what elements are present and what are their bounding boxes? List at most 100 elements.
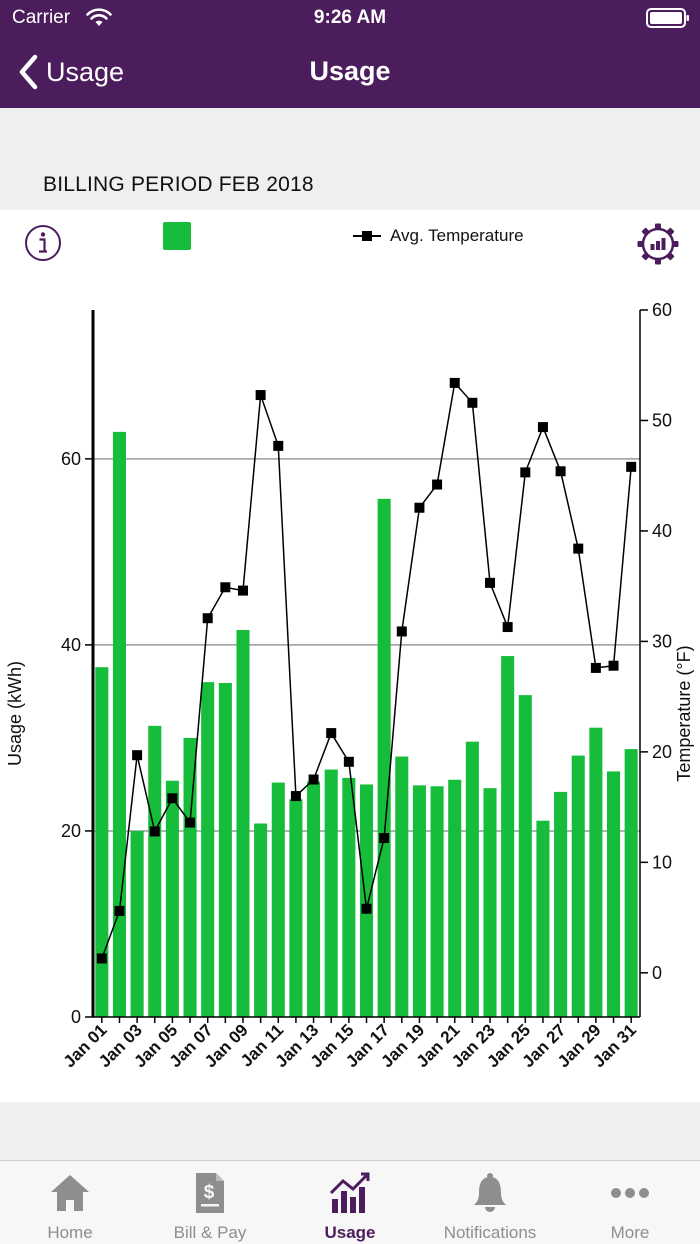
temperature-point [520, 467, 531, 478]
usage-bar [236, 630, 250, 1017]
usage-bar [571, 755, 585, 1017]
usage-bar [554, 791, 568, 1017]
legend-temperature-marker [353, 231, 381, 241]
usage-bar [342, 777, 356, 1017]
usage-bar [271, 782, 285, 1017]
temperature-point [290, 791, 301, 802]
temperature-point [414, 502, 425, 513]
y2-axis-title: Temperature (°F) [674, 645, 694, 781]
tab-home[interactable]: Home [0, 1161, 140, 1244]
temperature-point [308, 774, 319, 785]
wifi-icon [86, 8, 112, 26]
y2-tick-label: 0 [652, 963, 662, 983]
usage-bar [289, 799, 303, 1017]
page-title: Usage [309, 56, 391, 86]
temperature-point [255, 390, 266, 401]
usage-bar [377, 498, 391, 1018]
temperature-point [361, 903, 372, 914]
chart-settings-icon[interactable] [636, 222, 680, 266]
y-tick-label: 20 [61, 821, 81, 841]
usage-bar [95, 667, 109, 1017]
temperature-point [573, 543, 584, 554]
back-button[interactable]: Usage [18, 50, 124, 94]
usage-bar [501, 656, 515, 1017]
temperature-point [343, 756, 354, 767]
usage-bar [412, 785, 426, 1017]
y-tick-label: 40 [61, 635, 81, 655]
temperature-point [590, 662, 601, 673]
status-bar: Carrier 9:26 AM [0, 0, 700, 36]
tab-notifications[interactable]: Notifications [420, 1161, 560, 1244]
home-icon [51, 1175, 89, 1211]
temperature-point [220, 582, 231, 593]
carrier-label: Carrier [12, 7, 71, 28]
more-dots-icon [611, 1188, 649, 1198]
temperature-point [396, 626, 407, 637]
usage-bar [183, 737, 197, 1017]
y2-tick-label: 10 [652, 852, 672, 872]
back-button-label: Usage [46, 56, 125, 87]
temperature-point [537, 422, 548, 433]
temperature-point [608, 660, 619, 671]
svg-text:$: $ [204, 1182, 215, 1203]
temperature-point [114, 905, 125, 916]
usage-bar [395, 756, 409, 1017]
status-time: 9:26 AM [313, 7, 387, 28]
bell-icon [474, 1173, 506, 1212]
tab-more-label: More [610, 1223, 650, 1242]
temperature-point [467, 397, 478, 408]
usage-bar [165, 780, 179, 1017]
billing-period-label: BILLING PERIOD FEB 2018 [43, 173, 314, 196]
temperature-point [626, 461, 637, 472]
usage-bar [536, 820, 550, 1017]
legend-temperature-label: Avg. Temperature [390, 226, 524, 245]
y2-tick-label: 40 [652, 521, 672, 541]
temperature-point [326, 728, 337, 739]
usage-bar [483, 788, 497, 1017]
tab-usage[interactable]: Usage [280, 1161, 420, 1244]
tab-bill-pay[interactable]: $ Bill & Pay [140, 1161, 280, 1244]
usage-bar [324, 769, 338, 1017]
usage-bar [359, 784, 374, 1017]
temperature-point [273, 440, 284, 451]
temperature-point [185, 817, 196, 828]
usage-bar [148, 725, 162, 1017]
y-tick-label: 0 [71, 1007, 81, 1027]
temperature-point [237, 585, 248, 596]
tab-usage-label: Usage [324, 1223, 376, 1242]
y2-tick-label: 30 [652, 631, 672, 651]
temperature-point [132, 750, 143, 761]
temperature-point [485, 577, 496, 588]
usage-bar [465, 741, 479, 1017]
battery-icon [646, 8, 689, 28]
usage-bar [254, 823, 268, 1017]
usage-bar [448, 779, 462, 1017]
temperature-point [502, 622, 513, 633]
usage-chart-icon [329, 1172, 370, 1213]
tab-home-label: Home [47, 1223, 93, 1242]
info-icon[interactable] [24, 224, 62, 262]
temperature-point [449, 377, 460, 388]
chevron-left-icon [19, 54, 38, 90]
usage-bar [201, 682, 215, 1017]
temperature-point [379, 833, 390, 844]
tab-more[interactable]: More [560, 1161, 700, 1244]
tab-bill-pay-label: Bill & Pay [173, 1223, 247, 1242]
y-axis-title: Usage (kWh) [5, 661, 25, 766]
temperature-point [555, 466, 566, 477]
tab-bar: Home $ Bill & Pay Usage Notifications [0, 1160, 700, 1244]
temperature-point [167, 793, 178, 804]
y-tick-label: 60 [61, 449, 81, 469]
temperature-point [96, 953, 107, 964]
y2-tick-label: 50 [652, 410, 672, 430]
usage-bar [112, 431, 126, 1017]
usage-bar [130, 830, 144, 1017]
temperature-point [432, 479, 443, 490]
tab-notifications-label: Notifications [443, 1223, 537, 1242]
temperature-point [202, 613, 213, 624]
y2-tick-label: 20 [652, 742, 672, 762]
legend-temperature: Avg. Temperature [352, 225, 524, 247]
y2-tick-label: 60 [652, 300, 672, 320]
usage-bar [518, 695, 532, 1017]
legend-usage-swatch [163, 222, 191, 250]
